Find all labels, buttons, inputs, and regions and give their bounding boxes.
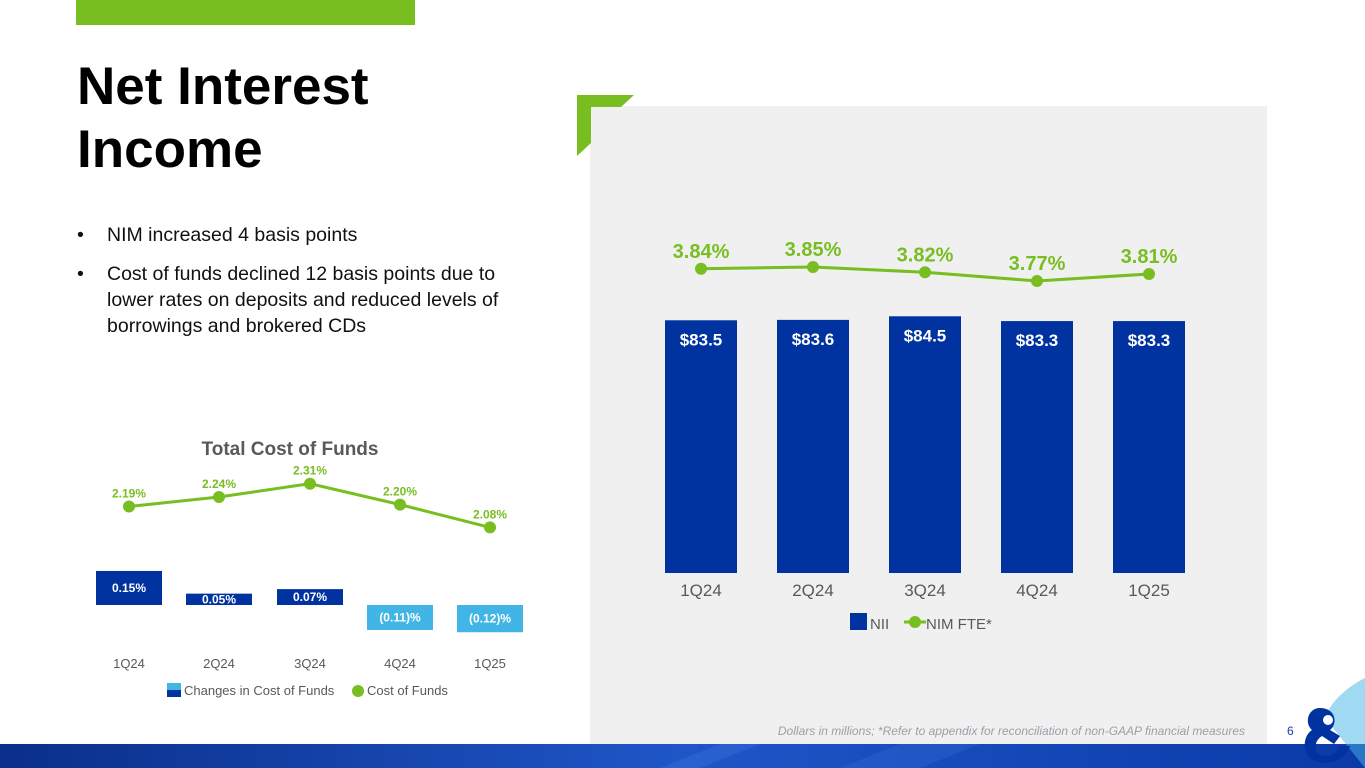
corner-accent bbox=[577, 95, 634, 156]
nii-bar-label: $84.5 bbox=[904, 326, 947, 345]
cof-point bbox=[484, 521, 496, 534]
nim-point bbox=[919, 266, 931, 279]
cof-point bbox=[123, 500, 135, 513]
nii-bar-label: $83.6 bbox=[792, 330, 835, 349]
cof-point bbox=[213, 491, 225, 503]
cof-line bbox=[128, 482, 491, 529]
legend-nii-label: NII bbox=[870, 616, 889, 633]
cof-label: 2.08% bbox=[473, 507, 507, 521]
legend-nim-marker bbox=[909, 616, 921, 628]
nim-point bbox=[1031, 275, 1043, 287]
brand-logo-icon bbox=[1304, 678, 1365, 768]
bottom-band bbox=[0, 744, 1365, 768]
cof-x-tick: 1Q25 bbox=[474, 656, 506, 671]
cof-label: 2.24% bbox=[202, 477, 236, 491]
nii-bar-label: $83.3 bbox=[1016, 331, 1059, 350]
nim-label: 3.81% bbox=[1121, 246, 1178, 268]
legend-change-swatch-bottom bbox=[167, 690, 181, 697]
cof-change-label: (0.12)% bbox=[469, 612, 511, 626]
cof-point bbox=[394, 498, 406, 511]
nii-bar bbox=[1113, 321, 1185, 573]
cof-change-label: (0.11)% bbox=[379, 610, 421, 624]
nim-label: 3.77% bbox=[1009, 253, 1066, 275]
nii-x-tick: 4Q24 bbox=[1016, 581, 1058, 600]
nim-label: 3.84% bbox=[673, 241, 730, 263]
nii-bar-label: $83.5 bbox=[680, 330, 723, 349]
cof-x-tick: 1Q24 bbox=[113, 656, 145, 671]
legend-change-swatch-top bbox=[167, 683, 181, 690]
nii-bar-label: $83.3 bbox=[1128, 331, 1171, 350]
legend-change-label: Changes in Cost of Funds bbox=[184, 683, 335, 698]
nii-bar bbox=[665, 320, 737, 573]
cof-change-bar bbox=[367, 605, 433, 630]
nii-x-tick: 2Q24 bbox=[792, 581, 834, 600]
legend-cof-marker bbox=[352, 685, 364, 697]
cof-chart-title: Total Cost of Funds bbox=[202, 439, 379, 460]
cof-change-bar bbox=[96, 570, 162, 605]
nii-bar bbox=[1001, 321, 1073, 573]
cof-change-bar bbox=[277, 589, 343, 605]
nim-label: 3.82% bbox=[897, 244, 954, 266]
nim-point bbox=[695, 262, 707, 275]
cof-label: 2.20% bbox=[383, 485, 417, 499]
cof-change-label: 0.15% bbox=[112, 581, 146, 595]
nii-x-tick: 1Q25 bbox=[1128, 581, 1170, 600]
cof-change-label: 0.07% bbox=[293, 590, 327, 604]
cof-x-tick: 2Q24 bbox=[203, 656, 235, 671]
cof-label: 2.31% bbox=[293, 464, 327, 478]
bullet-dot: • bbox=[77, 224, 84, 246]
bullet-text: NIM increased 4 basis points bbox=[107, 224, 358, 246]
top-accent-bar bbox=[76, 0, 415, 25]
nii-x-tick: 1Q24 bbox=[680, 581, 722, 600]
footnote: Dollars in millions; *Refer to appendix … bbox=[777, 724, 1245, 738]
nii-x-tick: 3Q24 bbox=[904, 581, 946, 600]
cof-x-tick: 4Q24 bbox=[384, 656, 416, 671]
bullet-list: • NIM increased 4 basis points • Cost of… bbox=[77, 222, 527, 352]
cof-point bbox=[304, 477, 316, 490]
legend-nim-label: NIM FTE* bbox=[926, 616, 992, 633]
bullet-item: • NIM increased 4 basis points bbox=[77, 222, 527, 248]
legend-nii-swatch bbox=[850, 613, 867, 630]
cof-change-bar bbox=[186, 593, 252, 605]
bullet-text: Cost of funds declined 12 basis points d… bbox=[107, 263, 499, 337]
cof-change-label: 0.05% bbox=[202, 592, 236, 606]
nii-bar bbox=[889, 316, 961, 573]
page-title: Net Interest Income bbox=[77, 57, 369, 179]
nii-bar bbox=[777, 319, 849, 573]
nim-point bbox=[807, 261, 819, 273]
bullet-dot: • bbox=[77, 263, 84, 285]
page-number: 6 bbox=[1287, 724, 1294, 738]
cof-label: 2.19% bbox=[112, 487, 146, 501]
cof-x-tick: 3Q24 bbox=[294, 656, 326, 671]
nim-point bbox=[1143, 268, 1155, 280]
cof-change-bar bbox=[457, 605, 523, 633]
legend-cof-label: Cost of Funds bbox=[367, 683, 448, 698]
nim-label: 3.85% bbox=[785, 239, 842, 261]
bullet-item: • Cost of funds declined 12 basis points… bbox=[77, 261, 527, 339]
